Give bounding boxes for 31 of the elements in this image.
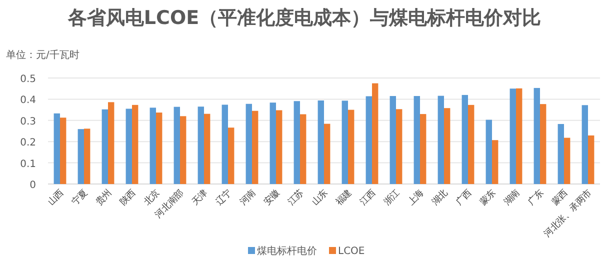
x-tick-label: 福建 [334, 187, 354, 208]
x-tick-label: 广西 [454, 187, 474, 208]
y-tick-label: 0 [30, 180, 36, 191]
chart-title: 各省风电LCOE（平准化度电成本）与煤电标杆电价对比 [66, 7, 542, 29]
y-tick-label: 0.4 [20, 95, 36, 106]
legend-label: 煤电标杆电价 [257, 245, 317, 257]
x-tick-label: 宁夏 [70, 187, 90, 208]
x-tick-label: 山东 [310, 187, 330, 208]
x-tick-label: 安徽 [262, 187, 282, 208]
x-tick-label: 上海 [406, 187, 426, 208]
x-tick-label: 广东 [526, 187, 546, 208]
x-tick-label: 辽宁 [214, 187, 234, 208]
x-tick-label: 天津 [190, 187, 210, 208]
chart-subtitle: 单位：元/千瓦时 [6, 49, 80, 61]
y-tick-label: 0.2 [20, 138, 36, 149]
x-tick-label: 贵州 [94, 187, 114, 208]
x-tick-label: 陕西 [118, 187, 138, 208]
x-tick-label: 江西 [358, 187, 378, 208]
x-tick-label: 北京 [142, 187, 162, 208]
x-tick-label: 江苏 [286, 187, 306, 208]
x-tick-label: 湖北 [430, 187, 450, 208]
x-tick-label: 蒙东 [478, 187, 498, 208]
x-tick-label: 山西 [46, 187, 66, 208]
y-tick-label: 0.5 [20, 74, 36, 85]
y-tick-label: 0.3 [20, 116, 36, 128]
legend-label: LCOE [338, 246, 365, 257]
y-tick-label: 0.1 [20, 158, 36, 170]
x-tick-label: 河南 [238, 187, 258, 208]
x-tick-label: 蒙西 [550, 187, 570, 208]
x-tick-label: 湖南 [502, 187, 522, 208]
x-tick-label: 浙江 [382, 187, 402, 208]
